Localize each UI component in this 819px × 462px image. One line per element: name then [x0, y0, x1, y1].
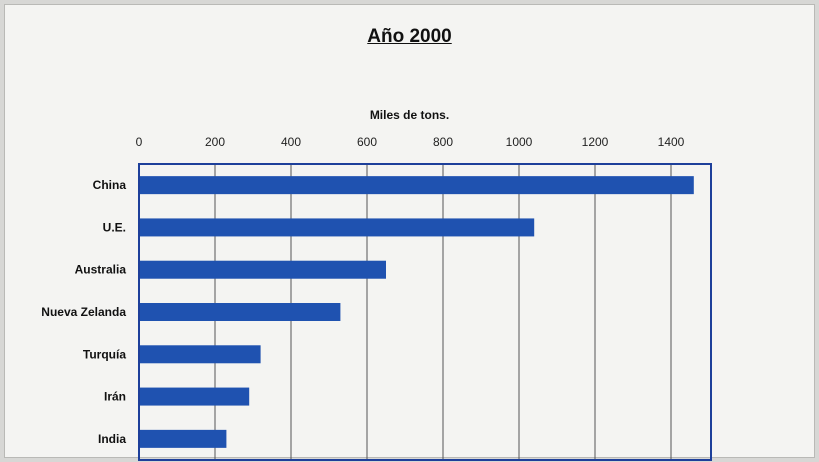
x-tick-label: 200	[205, 135, 225, 149]
bar-ir-n	[140, 387, 250, 406]
category-label: India	[98, 432, 126, 446]
bar-u-e-	[140, 218, 535, 237]
x-tick-label: 1200	[582, 135, 609, 149]
chart-title: Año 2000	[367, 26, 452, 47]
category-label: China	[93, 178, 127, 192]
category-label: Australia	[75, 263, 127, 277]
plot-area-frame	[138, 163, 712, 461]
bar-australia	[140, 260, 386, 279]
x-tick-label: 0	[136, 135, 143, 149]
y-axis-categories: China U.E. Australia Nueva Zelanda Turquía Ir…	[41, 178, 126, 446]
x-tick-label: 800	[433, 135, 453, 149]
bar-india	[140, 429, 227, 448]
category-label: Nueva Zelanda	[41, 305, 126, 319]
bar-nueva-zelanda	[140, 303, 341, 321]
x-tick-label: 600	[357, 135, 377, 149]
gridlines	[214, 164, 672, 460]
category-label: Irán	[104, 390, 126, 404]
bar-china	[140, 176, 694, 195]
category-label: Turquía	[83, 347, 126, 361]
x-axis-title: Miles de tons.	[369, 108, 450, 122]
bars	[140, 176, 694, 448]
bar-turqu-a	[140, 345, 261, 364]
x-tick-label: 1000	[506, 135, 533, 149]
x-tick-label: 1400	[658, 135, 685, 149]
x-axis-ticks: 0 200 400 600 800 1000 1200 1400	[136, 135, 685, 149]
x-tick-label: 400	[281, 135, 301, 149]
category-label: U.E.	[103, 220, 126, 234]
